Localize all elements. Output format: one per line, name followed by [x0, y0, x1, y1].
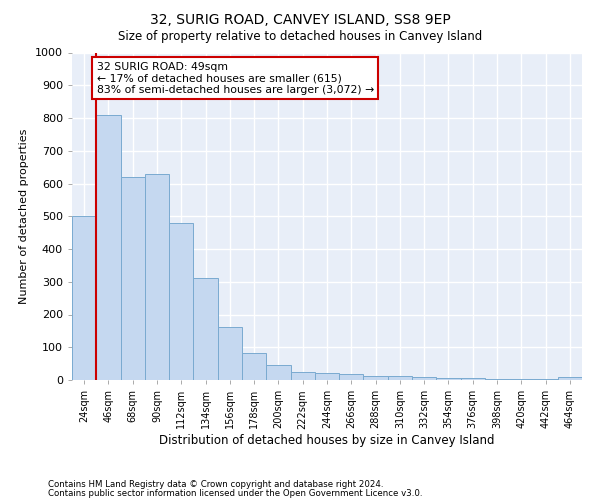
Y-axis label: Number of detached properties: Number of detached properties [19, 128, 29, 304]
Bar [242, 353, 266, 380]
Bar [121, 177, 145, 380]
Bar [290, 372, 315, 380]
Bar [412, 378, 436, 380]
Bar [315, 373, 339, 380]
Bar [339, 374, 364, 380]
Bar [145, 174, 169, 380]
Text: 32, SURIG ROAD, CANVEY ISLAND, SS8 9EP: 32, SURIG ROAD, CANVEY ISLAND, SS8 9EP [149, 12, 451, 26]
Bar [96, 114, 121, 380]
Text: Size of property relative to detached houses in Canvey Island: Size of property relative to detached ho… [118, 30, 482, 43]
X-axis label: Distribution of detached houses by size in Canvey Island: Distribution of detached houses by size … [159, 434, 495, 447]
Bar [193, 278, 218, 380]
Text: Contains HM Land Registry data © Crown copyright and database right 2024.: Contains HM Land Registry data © Crown c… [48, 480, 383, 489]
Bar [461, 378, 485, 380]
Text: Contains public sector information licensed under the Open Government Licence v3: Contains public sector information licen… [48, 489, 422, 498]
Bar [169, 223, 193, 380]
Bar [364, 376, 388, 380]
Bar [436, 378, 461, 380]
Bar [218, 326, 242, 380]
Bar [72, 216, 96, 380]
Bar [558, 376, 582, 380]
Bar [266, 365, 290, 380]
Text: 32 SURIG ROAD: 49sqm
← 17% of detached houses are smaller (615)
83% of semi-deta: 32 SURIG ROAD: 49sqm ← 17% of detached h… [97, 62, 374, 95]
Bar [388, 376, 412, 380]
